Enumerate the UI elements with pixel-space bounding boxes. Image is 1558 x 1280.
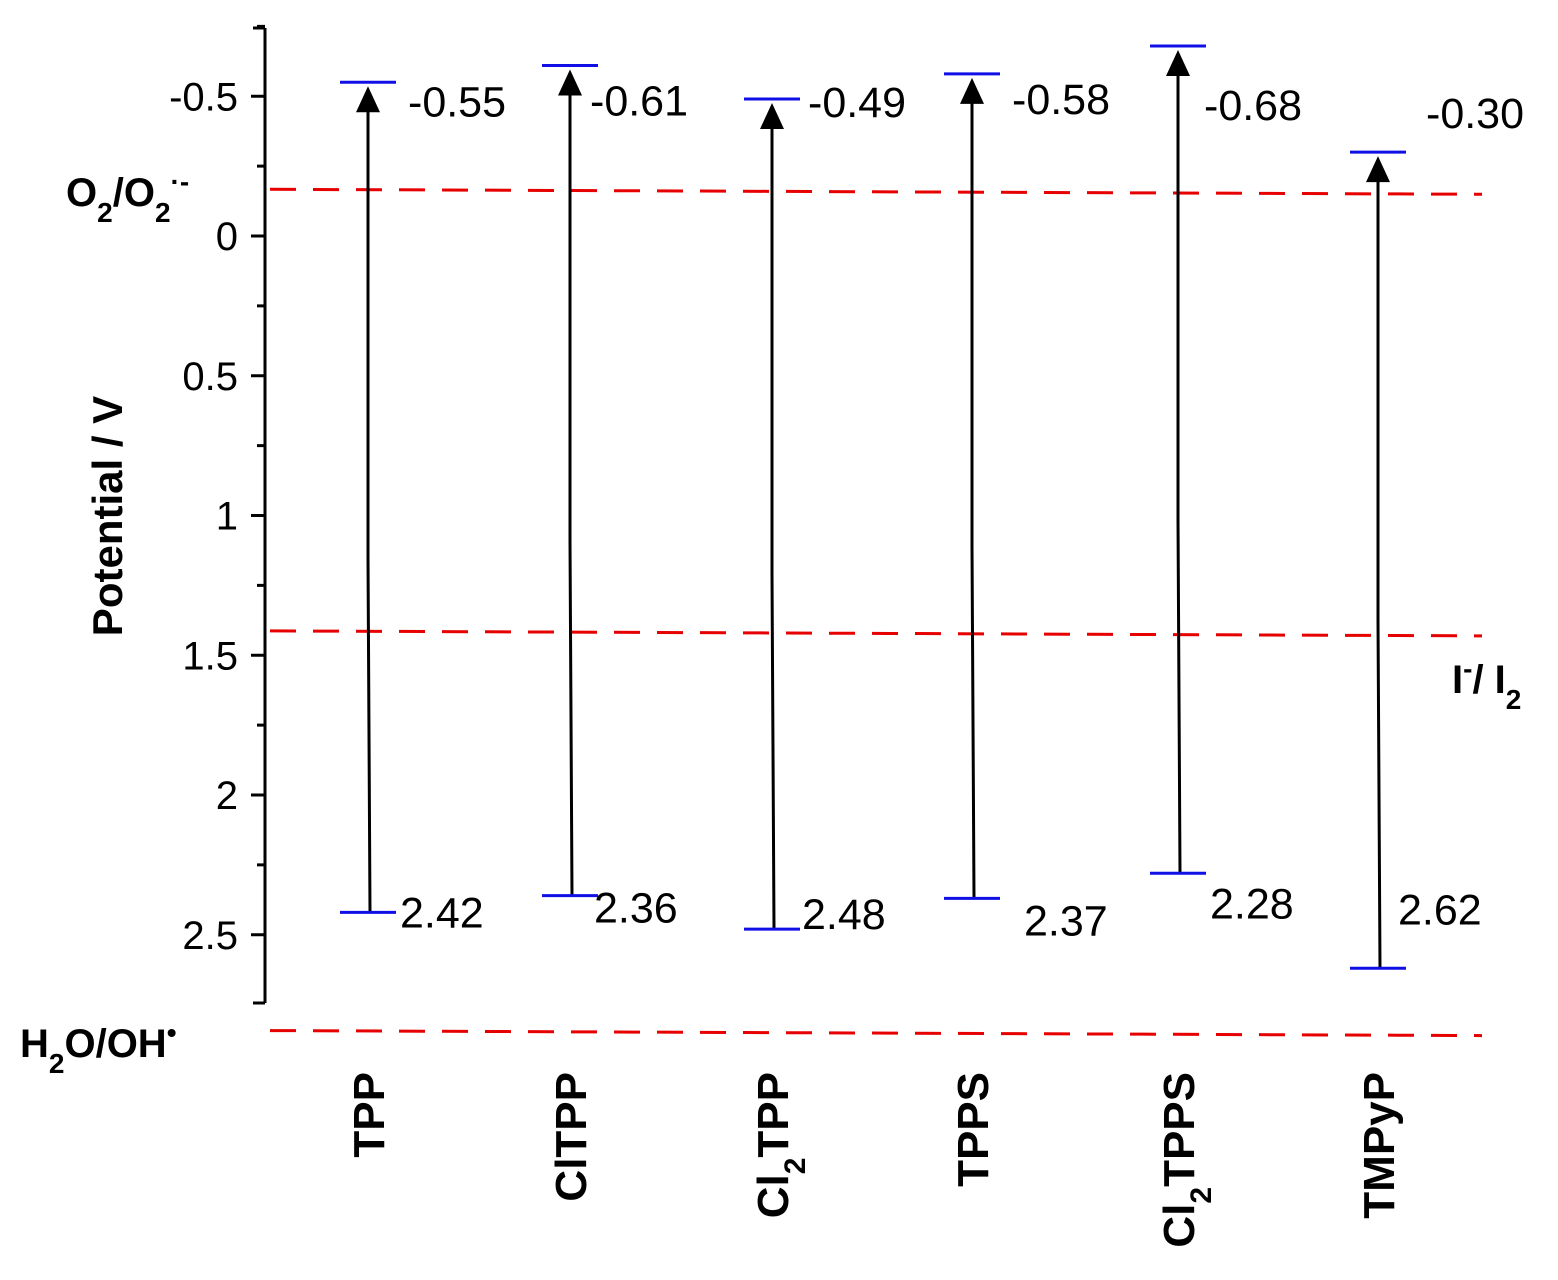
- top-value-label: -0.58: [1012, 76, 1110, 124]
- arrow-head: [760, 103, 784, 130]
- reference-line-water: [269, 1029, 1483, 1038]
- bottom-value-label: 2.36: [594, 885, 678, 933]
- arrow-head: [1366, 156, 1390, 183]
- bottom-value-label: 2.48: [802, 891, 886, 939]
- top-value-label: -0.30: [1426, 90, 1524, 138]
- transition-arrow: [1176, 65, 1182, 874]
- arrow-head: [1166, 49, 1190, 76]
- transition-arrow: [770, 119, 776, 930]
- arrow-head: [960, 77, 984, 104]
- category-labels: TPP ClTPP Cl2TPP TPPS Cl2TPPS TMPyP: [345, 1072, 1404, 1248]
- top-value-label: -0.49: [808, 79, 906, 127]
- y-tick-label: 0.5: [182, 355, 238, 399]
- y-tick-label: 1.5: [182, 634, 238, 678]
- energy-levels: [340, 44, 1406, 970]
- y-tick-label: 2: [216, 774, 238, 818]
- bottom-value-label: 2.42: [400, 889, 484, 937]
- category-label-tpps: TPPS: [949, 1072, 998, 1187]
- reference-lines: O2/O2·- I-/ I2 H2O/OH•: [20, 166, 1521, 1079]
- y-axis: -0.5 0 0.5 1 1.5 2 2.5: [169, 24, 267, 1005]
- value-labels: -0.55 2.42 -0.61 2.36 -0.49 2.48 -0.58 2.37 -0.6…: [400, 76, 1524, 946]
- reference-line-o2: [269, 187, 1483, 196]
- category-label-cl2tpp: Cl2TPP: [749, 1072, 812, 1218]
- y-tick-label: 0: [216, 215, 238, 259]
- transition-arrow: [568, 85, 574, 896]
- category-label-cl2tpps: Cl2TPPS: [1155, 1072, 1218, 1248]
- transition-arrow: [366, 102, 372, 913]
- category-label-tmpyp: TMPyP: [1355, 1072, 1404, 1219]
- transition-arrow: [970, 93, 976, 899]
- reference-line-iodide: [269, 629, 1483, 638]
- top-value-label: -0.55: [408, 78, 506, 126]
- y-tick-label: -0.5: [169, 75, 238, 119]
- reference-label-water: H2O/OH•: [20, 1017, 177, 1079]
- bottom-value-label: 2.28: [1210, 880, 1294, 928]
- arrow-head: [356, 86, 380, 113]
- arrow-head: [558, 69, 582, 96]
- y-tick-label: 2.5: [182, 914, 238, 958]
- top-value-label: -0.68: [1204, 82, 1302, 130]
- category-label-cltpp: ClTPP: [547, 1072, 596, 1202]
- bottom-value-label: 2.37: [1024, 897, 1108, 945]
- y-axis-title: Potential / V: [84, 396, 131, 636]
- top-value-label: -0.61: [590, 78, 688, 126]
- category-label-tpp: TPP: [345, 1072, 394, 1158]
- transition-arrow: [1376, 172, 1382, 969]
- y-tick-label: 1: [216, 495, 238, 539]
- reference-label-o2: O2/O2·-: [66, 166, 189, 228]
- reference-label-iodide: I-/ I2: [1452, 653, 1521, 715]
- bottom-value-label: 2.62: [1398, 886, 1482, 934]
